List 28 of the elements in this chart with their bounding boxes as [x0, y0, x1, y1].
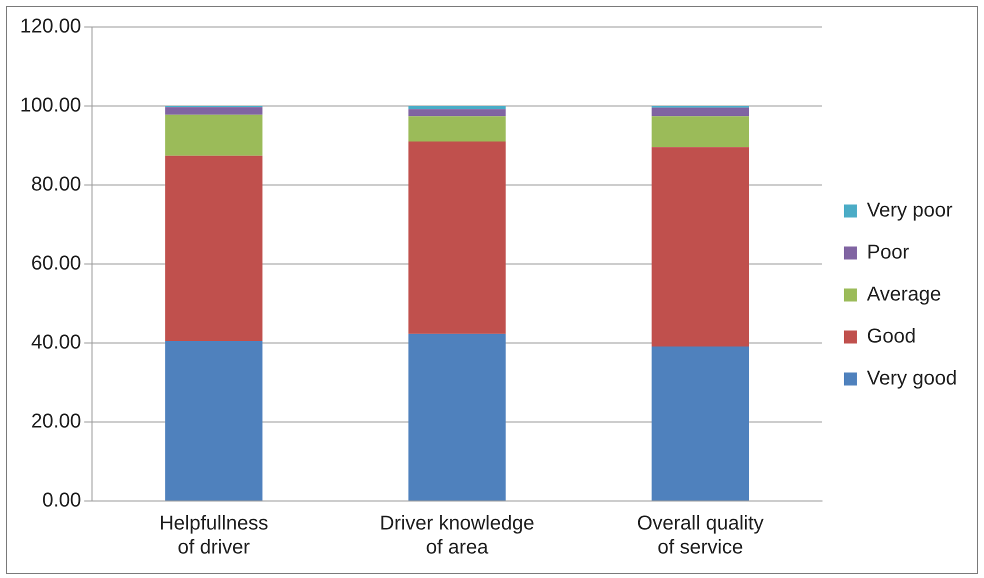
x-tick-label: Helpfullness of driver [159, 512, 268, 559]
y-tick-label: 20.00 [31, 410, 82, 433]
legend-label: Average [866, 284, 942, 306]
bar [408, 106, 506, 110]
x-tick-label: Driver knowledge of area [380, 512, 534, 559]
x-tick-label: Overall quality of service [636, 512, 764, 559]
bar [408, 334, 506, 500]
bar [652, 108, 749, 116]
bar [652, 346, 749, 500]
bar [165, 341, 262, 500]
bar [165, 156, 262, 342]
bar [408, 142, 506, 334]
legend-label: Good [866, 326, 916, 348]
y-tick-label: 0.00 [42, 490, 82, 512]
y-tick-label: 100.00 [20, 94, 82, 117]
bar [408, 116, 506, 142]
legend-label: Very good [866, 368, 958, 390]
bar [408, 109, 506, 116]
y-tick-label: 80.00 [31, 174, 82, 196]
bar [652, 147, 749, 347]
y-tick-label: 60.00 [31, 252, 82, 275]
legend-label: Poor [866, 242, 910, 264]
bar [165, 107, 262, 115]
legend-label: Very poor [866, 200, 953, 222]
y-tick-label: 40.00 [31, 332, 82, 354]
bar [165, 114, 262, 156]
y-tick-label: 120.00 [20, 16, 82, 38]
bar [652, 116, 749, 148]
